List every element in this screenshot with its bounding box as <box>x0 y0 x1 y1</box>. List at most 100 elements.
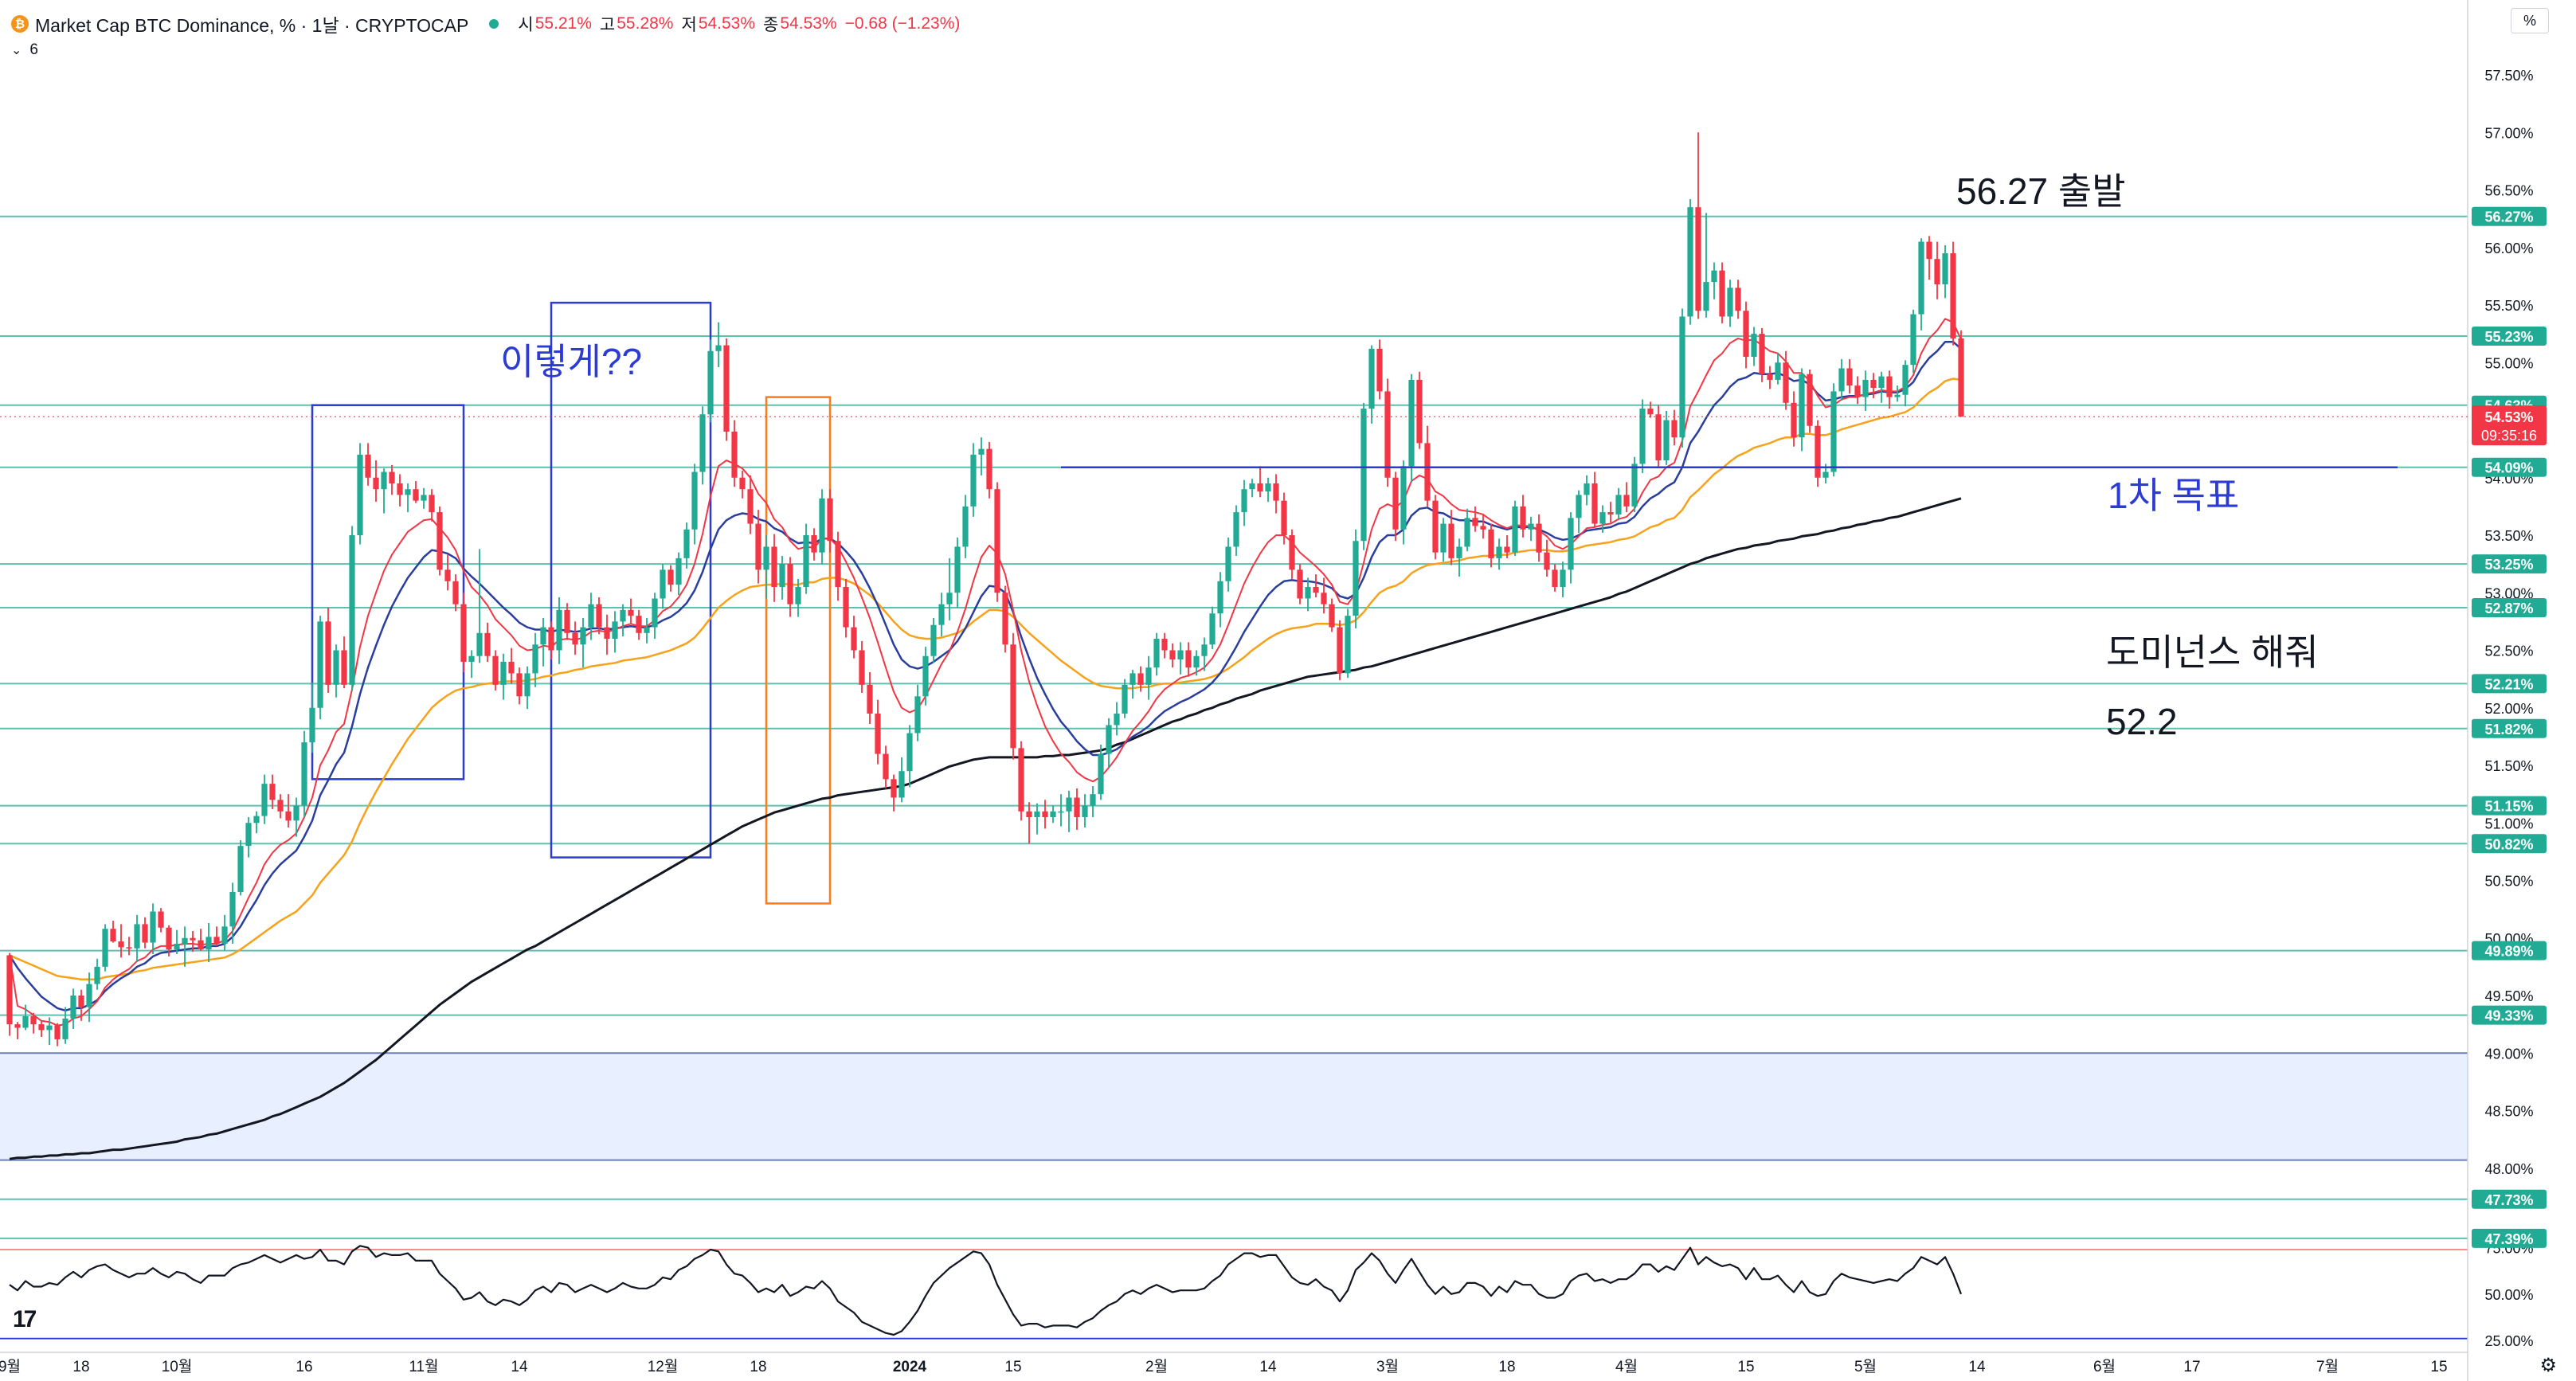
candle <box>1767 366 1773 389</box>
candle <box>325 608 331 693</box>
candle-body <box>1504 546 1510 553</box>
candle <box>285 794 292 828</box>
candle-body <box>1456 546 1462 558</box>
tradingview-logo-icon[interactable]: 17 <box>13 1306 37 1332</box>
candle-body <box>1615 495 1622 514</box>
candle <box>771 534 777 602</box>
candle-body <box>429 495 435 513</box>
candle <box>1536 514 1542 562</box>
candle <box>437 506 443 576</box>
price-axis[interactable]: 57.50% 57.00% 56.50% 56.00% 55.50% 55.00% 54.5… <box>0 68 2547 1349</box>
candle-body <box>962 506 969 547</box>
candle <box>1257 466 1263 498</box>
candle-body <box>835 541 841 588</box>
candle-body <box>325 621 331 685</box>
candle <box>1894 385 1901 402</box>
candle-body <box>867 684 873 714</box>
candle-body <box>333 650 339 685</box>
candle-body <box>1679 316 1685 438</box>
candle-body <box>1496 546 1502 558</box>
candle-body <box>293 805 299 821</box>
candle-body <box>174 943 180 950</box>
candle <box>405 483 411 513</box>
candle <box>1440 518 1447 562</box>
candle-body <box>365 454 371 478</box>
open-label: 시 <box>518 16 534 34</box>
candle <box>277 794 284 819</box>
candle-body <box>779 564 785 588</box>
candle-body <box>285 811 292 821</box>
candle <box>1217 572 1223 628</box>
candle <box>867 671 873 724</box>
candle <box>898 757 905 803</box>
candle-body <box>126 947 132 949</box>
candle <box>1090 786 1096 818</box>
candle-body <box>14 1024 21 1028</box>
candle <box>213 926 220 946</box>
time-tick-label: 4월 <box>1615 1358 1638 1375</box>
question-annotation: 이렇게?? <box>500 341 642 382</box>
candle-body <box>1671 420 1678 438</box>
candle <box>381 468 387 514</box>
candle-body <box>437 512 443 570</box>
candle-body <box>1161 639 1168 651</box>
candle <box>779 556 785 600</box>
candle <box>70 988 76 1029</box>
candle-body <box>1137 673 1144 685</box>
candle-body <box>1631 464 1638 507</box>
candle <box>1360 402 1367 550</box>
candle-body <box>158 911 164 928</box>
time-tick-label: 2024 <box>893 1359 927 1375</box>
candle <box>500 653 507 700</box>
change-value: −0.68 (−1.23%) <box>844 14 961 33</box>
candle-body <box>1552 569 1558 588</box>
candle <box>827 489 833 553</box>
candle <box>930 618 937 663</box>
high-label: 고 <box>599 16 616 34</box>
candle-body <box>460 604 467 662</box>
candle <box>803 523 809 594</box>
candle <box>572 621 578 655</box>
percent-scale-button[interactable]: % <box>2511 8 2549 33</box>
candle-body <box>309 707 315 743</box>
indicator-toggle[interactable]: ⌄ 6 <box>11 38 38 62</box>
candle <box>1528 516 1534 542</box>
dominance-annotation: 도미넌스 해줘 <box>2106 632 2319 673</box>
candle <box>1145 655 1152 700</box>
level-price-tag <box>2472 718 2547 738</box>
candle <box>1368 345 1375 424</box>
candle-body <box>1846 368 1853 386</box>
level-price-tag <box>2472 834 2547 854</box>
candle <box>1066 790 1072 832</box>
candle-body <box>1185 650 1192 668</box>
candle <box>1560 561 1566 598</box>
candle <box>429 489 435 522</box>
candle-body <box>954 546 961 593</box>
candle-body <box>1576 495 1582 518</box>
candle <box>293 797 299 837</box>
candle <box>1791 391 1797 447</box>
candle-body <box>675 557 682 585</box>
candle-body <box>1560 569 1566 588</box>
candle <box>715 322 722 368</box>
symbol-title[interactable]: Market Cap BTC Dominance, % · 1날 · CRYPT… <box>35 15 469 36</box>
gear-icon[interactable]: ⚙ <box>2539 1355 2557 1376</box>
candle-body <box>548 627 554 651</box>
candle-body <box>1799 374 1805 438</box>
candle-body <box>1910 314 1916 366</box>
candle <box>1074 788 1080 830</box>
candle <box>851 616 857 659</box>
level-price-tag <box>2472 674 2547 694</box>
candle-body <box>6 955 13 1025</box>
candle <box>357 443 363 545</box>
candle <box>1870 373 1877 399</box>
level-price-label: 47.73% <box>2484 1192 2533 1208</box>
candle <box>142 917 148 949</box>
time-axis[interactable]: 9월 18 10월 16 11월 14 12월 18 2024 15 2월 14 3월 18 4월 15 5월 1… <box>0 1358 2448 1375</box>
candle-body <box>1584 483 1590 495</box>
candle <box>755 510 761 584</box>
candle <box>166 925 172 957</box>
candle <box>1082 794 1088 828</box>
candle-body <box>1695 207 1701 311</box>
